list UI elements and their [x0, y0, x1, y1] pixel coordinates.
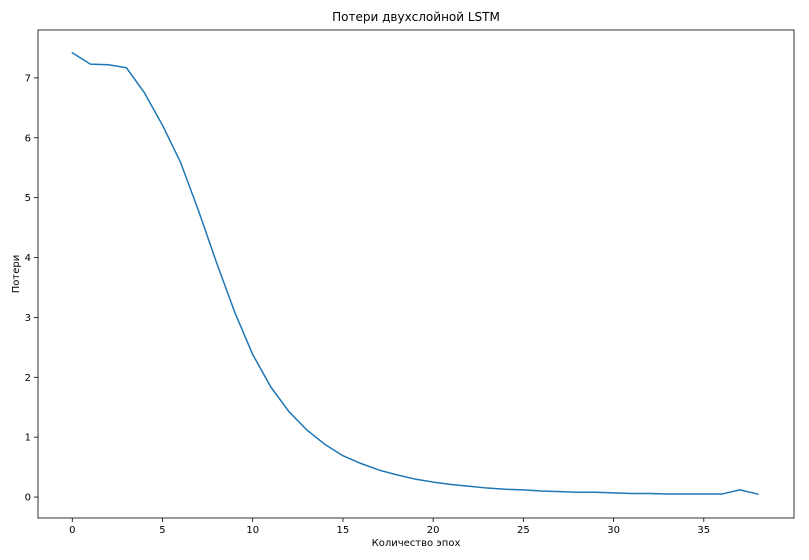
- series-layer: [71, 52, 759, 496]
- loss-series-line: [71, 52, 759, 495]
- data-point: [396, 474, 398, 476]
- data-point: [125, 67, 127, 69]
- data-point: [450, 483, 452, 485]
- data-point: [685, 493, 687, 495]
- x-tick-label: 0: [69, 525, 75, 536]
- y-tick-label: 6: [25, 133, 31, 144]
- data-point: [270, 386, 272, 388]
- data-point: [360, 462, 362, 464]
- y-axis: 0 1 2 3 4 5 6 7: [25, 73, 38, 504]
- data-point: [576, 491, 578, 493]
- series-points: [71, 52, 759, 496]
- y-tick-label: 0: [25, 493, 31, 504]
- x-tick-label: 15: [337, 525, 350, 536]
- data-point: [703, 493, 705, 495]
- data-point: [486, 487, 488, 489]
- data-point: [594, 491, 596, 493]
- data-point: [89, 63, 91, 65]
- data-point: [630, 492, 632, 494]
- data-point: [71, 52, 73, 54]
- x-tick-label: 25: [517, 525, 530, 536]
- data-point: [215, 262, 217, 264]
- y-tick-label: 4: [25, 253, 31, 264]
- x-axis: 0 5 10 15 20 25 30 35: [69, 518, 710, 536]
- data-point: [378, 469, 380, 471]
- data-point: [306, 429, 308, 431]
- data-point: [757, 493, 759, 495]
- data-point: [143, 92, 145, 94]
- plot-area: [37, 29, 795, 519]
- data-point: [107, 64, 109, 66]
- x-tick-label: 35: [697, 525, 710, 536]
- x-axis-label: Количество эпох: [372, 538, 461, 549]
- y-tick-label: 7: [25, 73, 31, 84]
- data-point: [233, 311, 235, 313]
- data-point: [342, 455, 344, 457]
- data-point: [558, 490, 560, 492]
- data-point: [666, 493, 668, 495]
- chart-title: Потери двухслойной LSTM: [332, 10, 500, 24]
- data-point: [468, 485, 470, 487]
- data-point: [504, 488, 506, 490]
- data-point: [721, 493, 723, 495]
- data-point: [179, 161, 181, 163]
- y-tick-label: 2: [25, 373, 31, 384]
- data-point: [648, 492, 650, 494]
- data-point: [612, 492, 614, 494]
- x-tick-label: 20: [427, 525, 440, 536]
- y-tick-label: 1: [25, 433, 31, 444]
- x-tick-label: 5: [159, 525, 165, 536]
- data-point: [197, 210, 199, 212]
- data-point: [414, 478, 416, 480]
- y-axis-label: Потери: [11, 255, 22, 293]
- data-point: [161, 124, 163, 126]
- x-tick-label: 30: [607, 525, 620, 536]
- data-point: [288, 410, 290, 412]
- data-point: [324, 443, 326, 445]
- data-point: [252, 353, 254, 355]
- data-point: [432, 481, 434, 483]
- x-tick-label: 10: [246, 525, 259, 536]
- data-point: [522, 489, 524, 491]
- y-tick-label: 3: [25, 313, 31, 324]
- data-point: [739, 489, 741, 491]
- data-point: [540, 490, 542, 492]
- y-tick-label: 5: [25, 193, 31, 204]
